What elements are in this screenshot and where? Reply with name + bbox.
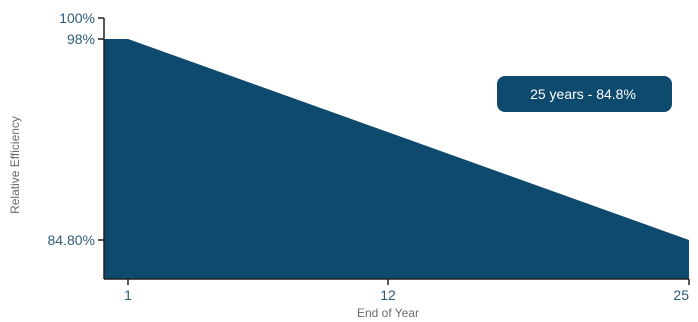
x-axis-title: End of Year: [357, 306, 419, 320]
axes: [103, 18, 689, 280]
y-axis-title: Relative Efficiency: [8, 116, 22, 214]
annotation-box: [497, 76, 672, 112]
annotation-callout: 25 years - 84.8%: [497, 76, 672, 112]
x-axis-ticks: 1 12 25: [124, 279, 690, 303]
efficiency-area: [104, 39, 689, 279]
x-tick-label: 12: [380, 287, 396, 303]
x-tick-label: 1: [124, 287, 132, 303]
x-tick-label: 25: [673, 287, 689, 303]
annotation-text: 25 years - 84.8%: [530, 86, 636, 102]
y-tick-label: 100%: [59, 10, 95, 26]
y-tick-label: 98%: [67, 31, 95, 47]
y-tick-label: 84.80%: [48, 232, 95, 248]
y-axis-ticks: 100% 98% 84.80%: [48, 10, 104, 248]
